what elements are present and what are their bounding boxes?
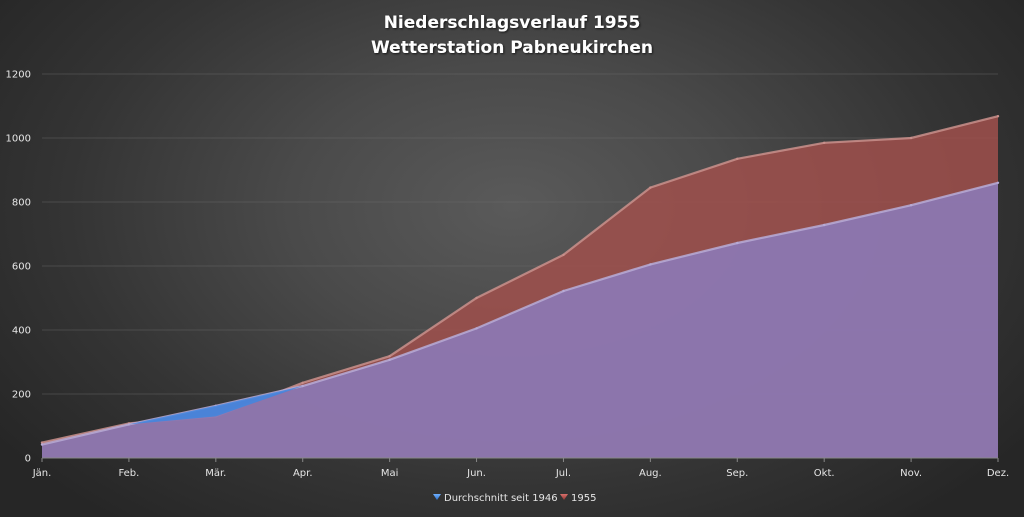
x-tick-label: Jul.	[555, 468, 571, 479]
y-tick-label: 800	[12, 198, 31, 209]
y-tick-label: 1200	[6, 70, 31, 81]
data-point-1955	[562, 253, 565, 256]
data-point-1955	[909, 136, 913, 140]
data-point-1955	[475, 296, 478, 300]
x-tick-label: Mär.	[205, 468, 226, 479]
x-tick-label: Sep.	[726, 468, 748, 479]
data-point-durchschnitt	[562, 289, 565, 293]
chart-title-line-2: Wetterstation Pabneukirchen	[371, 38, 653, 58]
data-point-1955	[996, 115, 1000, 118]
legend-swatch-1955	[560, 494, 568, 500]
y-tick-label: 200	[12, 390, 31, 401]
data-point-durchschnitt	[996, 181, 1000, 184]
y-tick-label: 1000	[6, 134, 31, 145]
data-point-durchschnitt	[127, 423, 131, 426]
plot-areas	[40, 115, 1000, 459]
data-point-1955	[388, 355, 391, 358]
chart-title-line-1: Niederschlagsverlauf 1955	[384, 13, 641, 33]
legend-swatch-durchschnitt	[433, 494, 441, 500]
data-point-durchschnitt	[909, 204, 913, 207]
legend-item-durchschnitt: Durchschnitt seit 1946	[433, 493, 558, 504]
x-tick-label: Dez.	[987, 468, 1009, 479]
y-tick-label: 0	[25, 454, 31, 465]
y-tick-label: 600	[12, 262, 31, 273]
data-point-durchschnitt	[649, 263, 652, 266]
x-tick-label: Mai	[381, 468, 399, 479]
x-tick-label: Nov.	[900, 468, 922, 479]
legend: Durchschnitt seit 1946 1955	[433, 493, 596, 504]
x-tick-label: Feb.	[118, 468, 139, 479]
legend-label-durchschnitt: Durchschnitt seit 1946	[444, 493, 558, 504]
x-tick-label: Okt.	[814, 468, 835, 479]
data-point-durchschnitt	[475, 327, 478, 330]
data-point-1955	[40, 441, 44, 444]
data-point-1955	[736, 157, 739, 160]
data-point-1955	[823, 141, 826, 144]
data-point-durchschnitt	[823, 223, 826, 227]
x-axis: Jän. Feb. Mär. Apr. Mai Jun. Jul. Aug. Sep. Okt. N…	[32, 457, 1009, 479]
x-tick-label: Apr.	[293, 468, 313, 479]
legend-label-1955: 1955	[571, 493, 596, 504]
data-point-durchschnitt	[388, 358, 391, 361]
y-tick-label: 400	[12, 326, 31, 337]
y-axis: 0 200 400 600 800 1000 1200	[6, 70, 31, 465]
x-tick-label: Jun.	[466, 468, 486, 479]
legend-item-1955: 1955	[560, 493, 596, 504]
data-point-1955	[301, 381, 304, 384]
data-point-durchschnitt	[40, 443, 44, 446]
x-tick-label: Aug.	[639, 468, 662, 479]
data-point-durchschnitt	[736, 241, 739, 245]
series-area-durchschnitt	[42, 182, 998, 459]
x-tick-label: Jän.	[32, 468, 52, 479]
data-point-1955	[649, 186, 652, 189]
